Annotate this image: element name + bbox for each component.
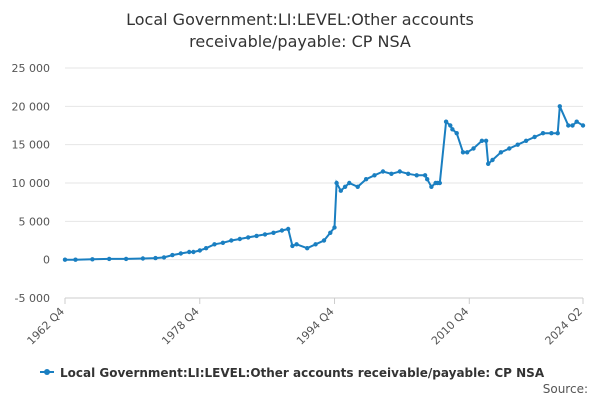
x-tick-label: 1994 Q4: [294, 305, 337, 348]
chart-title: Local Government:LI:LEVEL:Other accounts…: [126, 10, 474, 51]
series-point[interactable]: [570, 123, 575, 128]
series-point[interactable]: [342, 184, 348, 189]
series-point[interactable]: [523, 138, 529, 143]
grid: [65, 67, 583, 299]
series-point[interactable]: [212, 242, 217, 247]
series-point[interactable]: [532, 134, 537, 140]
series-point[interactable]: [178, 251, 183, 256]
series-point[interactable]: [460, 150, 466, 155]
series-point[interactable]: [380, 169, 386, 174]
x-tick-label: 2024 Q2: [543, 305, 586, 348]
series-point[interactable]: [328, 230, 333, 235]
series-point[interactable]: [389, 171, 394, 176]
series-point[interactable]: [566, 123, 571, 128]
series-point[interactable]: [471, 146, 476, 151]
series-point[interactable]: [191, 249, 196, 255]
series-point[interactable]: [153, 255, 158, 261]
series-group: [62, 104, 586, 262]
chart-title-line-1: Local Government:LI:LEVEL:Other accounts: [126, 10, 474, 29]
series-point[interactable]: [355, 184, 360, 189]
series-point[interactable]: [294, 242, 299, 247]
series-point[interactable]: [334, 180, 339, 186]
series-point[interactable]: [290, 243, 295, 249]
series-point[interactable]: [422, 173, 428, 178]
series-point[interactable]: [397, 169, 402, 174]
series-point[interactable]: [429, 184, 434, 189]
series-point[interactable]: [271, 230, 276, 235]
series-point[interactable]: [483, 138, 489, 143]
x-tick-label: 1978 Q4: [159, 305, 202, 348]
series-point[interactable]: [363, 177, 369, 182]
series-point[interactable]: [425, 177, 430, 182]
y-axis: 25 000 20 000 15 000 10 000 5 000 0 -5 000: [12, 62, 51, 305]
series-point[interactable]: [347, 180, 352, 186]
series-point[interactable]: [187, 249, 192, 255]
series-point[interactable]: [555, 131, 560, 136]
series-point[interactable]: [498, 150, 504, 155]
series-point[interactable]: [140, 256, 146, 261]
series-point[interactable]: [305, 246, 310, 251]
series-point[interactable]: [372, 173, 377, 178]
x-tick-label: 1962 Q4: [25, 305, 68, 348]
legend[interactable]: Local Government:LI:LEVEL:Other accounts…: [40, 366, 545, 380]
series-point[interactable]: [262, 232, 268, 237]
series-point[interactable]: [540, 131, 546, 136]
series-point[interactable]: [332, 225, 337, 230]
series-point[interactable]: [486, 161, 491, 166]
y-tick-label: 25 000: [12, 62, 51, 75]
y-tick-label: 10 000: [12, 177, 51, 190]
series-point[interactable]: [450, 127, 455, 132]
series-point[interactable]: [237, 236, 242, 242]
series-point[interactable]: [580, 123, 586, 128]
series-point[interactable]: [443, 119, 449, 124]
y-tick-label: 5 000: [19, 215, 51, 228]
series-point[interactable]: [507, 146, 512, 151]
series-point[interactable]: [62, 257, 68, 262]
y-tick-label: 20 000: [12, 100, 51, 113]
series-point[interactable]: [479, 138, 485, 143]
series-point[interactable]: [246, 235, 251, 240]
series-point[interactable]: [574, 119, 579, 124]
series-point[interactable]: [549, 131, 554, 136]
series-point[interactable]: [254, 233, 259, 239]
series-point[interactable]: [490, 157, 495, 163]
series-point[interactable]: [454, 131, 459, 136]
series-point[interactable]: [123, 256, 129, 262]
legend-label: Local Government:LI:LEVEL:Other accounts…: [60, 366, 545, 380]
x-tick-label: 2010 Q4: [429, 305, 472, 348]
series-point[interactable]: [515, 142, 520, 147]
series-point[interactable]: [465, 150, 470, 155]
series-point[interactable]: [203, 246, 209, 251]
series-point[interactable]: [313, 242, 318, 247]
x-axis: 1962 Q4 1978 Q4 1994 Q4 2010 Q4 2024 Q2: [25, 297, 586, 348]
series-point[interactable]: [73, 257, 78, 262]
source-label: Source:: [543, 382, 588, 396]
series-point[interactable]: [321, 238, 327, 243]
series-point[interactable]: [448, 123, 453, 128]
series-point[interactable]: [170, 252, 175, 258]
series-point[interactable]: [220, 240, 226, 245]
series-point[interactable]: [338, 188, 343, 193]
series-point[interactable]: [557, 104, 562, 109]
series-point[interactable]: [279, 228, 285, 233]
series-point[interactable]: [229, 238, 234, 243]
series-point[interactable]: [437, 180, 442, 186]
y-tick-label: -5 000: [15, 292, 50, 305]
series-point[interactable]: [107, 256, 112, 262]
series-point[interactable]: [286, 226, 291, 232]
legend-dot-marker: [44, 369, 50, 375]
y-tick-label: 15 000: [12, 139, 51, 152]
series-point[interactable]: [406, 171, 411, 176]
series-point[interactable]: [414, 173, 419, 178]
series-point[interactable]: [90, 257, 95, 262]
y-tick-label: 0: [43, 254, 50, 267]
chart-title-line-2: receivable/payable: CP NSA: [189, 32, 411, 51]
series-point[interactable]: [197, 248, 202, 253]
series-point[interactable]: [161, 255, 167, 260]
